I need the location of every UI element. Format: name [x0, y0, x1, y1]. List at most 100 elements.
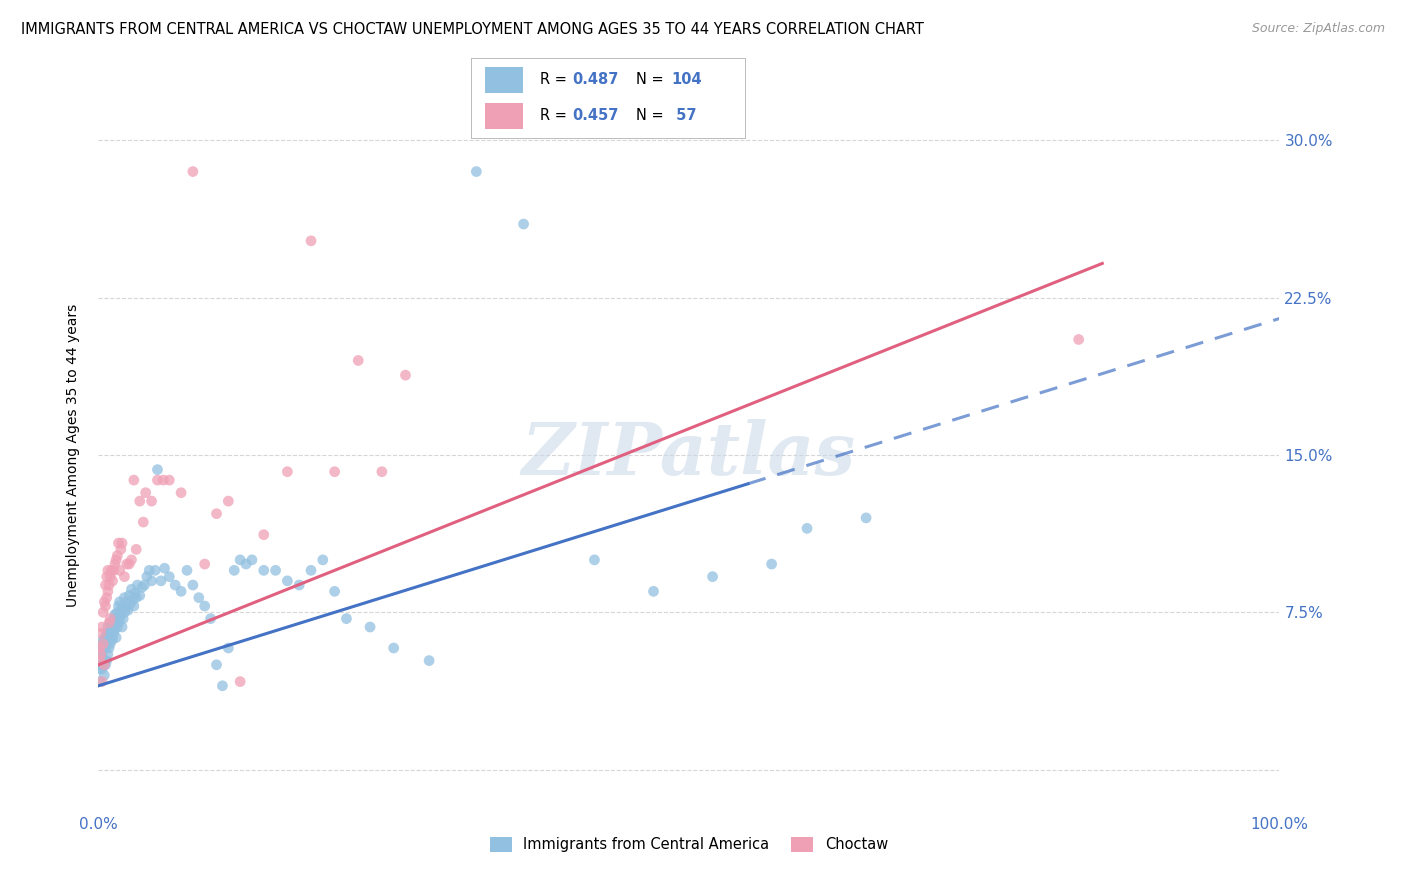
Point — [93, 657, 115, 672]
Point — [91, 657, 114, 672]
Point — [181, 578, 204, 592]
Text: R =: R = — [540, 72, 571, 87]
Text: 57: 57 — [671, 108, 696, 123]
Point — [104, 557, 127, 571]
Point — [110, 607, 132, 622]
Point — [105, 553, 128, 567]
Point — [200, 612, 222, 626]
Point — [141, 574, 163, 588]
Point — [90, 648, 112, 662]
Point — [323, 465, 346, 479]
Point — [100, 620, 122, 634]
Point — [229, 553, 252, 567]
Point — [115, 557, 138, 571]
Point — [94, 640, 117, 655]
Point — [299, 563, 322, 577]
Point — [146, 473, 169, 487]
Point — [121, 592, 143, 607]
Point — [312, 553, 335, 567]
Point — [97, 648, 120, 662]
Point — [127, 578, 149, 592]
Point — [105, 612, 128, 626]
Point — [100, 631, 122, 645]
Point — [125, 542, 148, 557]
Point — [157, 569, 180, 583]
Point — [253, 563, 276, 577]
Point — [323, 584, 346, 599]
Point — [382, 640, 405, 655]
Point — [93, 654, 115, 668]
Point — [105, 620, 128, 634]
Point — [98, 628, 121, 642]
Point — [157, 473, 180, 487]
Bar — [485, 67, 523, 93]
Point — [94, 631, 117, 645]
Point — [98, 624, 121, 639]
Point — [91, 640, 114, 655]
Point — [253, 527, 276, 541]
Point — [465, 164, 488, 178]
Point — [276, 465, 298, 479]
Point — [103, 626, 125, 640]
Point — [98, 615, 121, 630]
Point — [115, 595, 138, 609]
Point — [98, 569, 121, 583]
Point — [229, 674, 252, 689]
Point — [194, 557, 217, 571]
Point — [91, 648, 114, 662]
Point — [702, 569, 724, 583]
Point — [96, 569, 118, 583]
Point — [761, 557, 783, 571]
Point — [89, 662, 111, 676]
Point — [131, 580, 153, 594]
Point — [108, 595, 131, 609]
Point — [1067, 333, 1090, 347]
Point — [111, 536, 134, 550]
Point — [93, 595, 115, 609]
Point — [335, 612, 357, 626]
Point — [125, 591, 148, 605]
Point — [122, 473, 145, 487]
Point — [90, 648, 112, 662]
Point — [224, 563, 246, 577]
Point — [124, 586, 146, 600]
Point — [394, 368, 416, 383]
Point — [103, 612, 125, 626]
Point — [240, 553, 263, 567]
Point — [100, 563, 122, 577]
Point — [104, 607, 127, 622]
Point — [347, 353, 370, 368]
Point — [146, 462, 169, 476]
Text: N =: N = — [636, 72, 668, 87]
Point — [276, 574, 298, 588]
Point — [112, 612, 135, 626]
Point — [512, 217, 534, 231]
Point — [103, 563, 125, 577]
Text: 0.487: 0.487 — [572, 72, 619, 87]
Point — [98, 615, 121, 630]
Point — [643, 584, 665, 599]
Point — [91, 605, 114, 619]
Point — [217, 640, 239, 655]
Point — [152, 473, 174, 487]
Point — [105, 549, 128, 563]
Point — [371, 465, 394, 479]
Point — [235, 557, 257, 571]
Point — [112, 569, 135, 583]
Point — [205, 507, 228, 521]
Point — [111, 601, 134, 615]
Point — [93, 640, 115, 655]
Point — [97, 620, 120, 634]
Point — [170, 584, 193, 599]
Point — [96, 654, 118, 668]
Text: N =: N = — [636, 108, 668, 123]
Point — [176, 563, 198, 577]
Point — [583, 553, 606, 567]
Point — [132, 515, 155, 529]
Point — [98, 578, 121, 592]
Point — [299, 234, 322, 248]
Point — [90, 657, 112, 672]
Point — [111, 620, 134, 634]
Point — [98, 612, 121, 626]
Text: IMMIGRANTS FROM CENTRAL AMERICA VS CHOCTAW UNEMPLOYMENT AMONG AGES 35 TO 44 YEAR: IMMIGRANTS FROM CENTRAL AMERICA VS CHOCT… — [21, 22, 924, 37]
